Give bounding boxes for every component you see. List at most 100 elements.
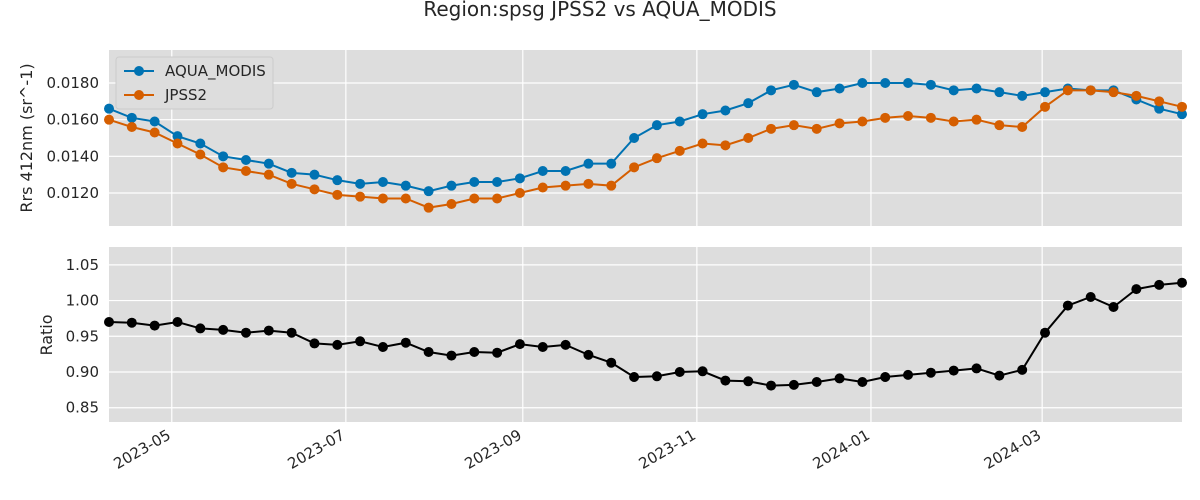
data-point-jpss2 [263, 169, 274, 180]
data-point-aqua-modis [1177, 109, 1187, 120]
data-point-aqua-modis [994, 87, 1005, 98]
data-point-aqua-modis [903, 78, 914, 88]
chart-title: Region:spsg JPSS2 vs AQUA_MODIS [423, 0, 776, 21]
bottom-y-tick-label: 1.05 [66, 256, 99, 274]
data-point-aqua-modis [286, 167, 297, 178]
data-point-aqua-modis [880, 78, 891, 88]
data-point-aqua-modis [400, 180, 411, 191]
data-point-ratio [629, 372, 640, 382]
data-point-aqua-modis [697, 109, 708, 120]
data-point-ratio [811, 377, 822, 387]
data-point-aqua-modis [583, 158, 594, 169]
data-point-jpss2 [697, 138, 708, 149]
data-point-aqua-modis [1017, 90, 1028, 101]
data-point-jpss2 [309, 184, 320, 195]
x-tick-label: 2023-07 [285, 426, 348, 473]
bottom-panel: 0.850.900.951.001.05 Ratio 2023-05 2023-0… [37, 247, 1187, 473]
data-point-jpss2 [971, 114, 982, 125]
data-point-ratio [1062, 300, 1073, 311]
data-point-jpss2 [651, 153, 662, 164]
top-y-tick-label: 0.0140 [47, 147, 100, 165]
data-point-ratio [743, 376, 754, 387]
data-point-aqua-modis [971, 83, 982, 94]
data-point-ratio [857, 377, 868, 387]
data-point-jpss2 [240, 166, 251, 176]
bottom-y-ticks: 0.85 0.90 0.95 1.00 1.05 [66, 256, 99, 417]
data-point-aqua-modis [606, 158, 617, 169]
data-point-ratio [925, 367, 936, 378]
data-point-aqua-modis [948, 85, 959, 96]
data-point-aqua-modis [355, 178, 366, 189]
data-point-aqua-modis [674, 116, 685, 127]
legend: AQUA_MODIS JPSS2 [115, 56, 274, 110]
data-point-jpss2 [766, 123, 777, 134]
bottom-grid [109, 247, 1182, 422]
data-point-ratio [651, 371, 662, 382]
data-point-aqua-modis [743, 98, 754, 109]
data-point-ratio [834, 373, 845, 384]
data-point-ratio [766, 380, 777, 391]
data-point-ratio [1040, 327, 1051, 338]
data-point-aqua-modis [651, 120, 662, 131]
data-point-ratio [560, 339, 571, 350]
data-point-ratio [195, 323, 206, 334]
data-point-ratio [104, 317, 114, 327]
data-point-ratio [423, 347, 434, 357]
data-point-jpss2 [994, 120, 1005, 131]
data-point-ratio [514, 339, 525, 350]
top-y-axis-label: Rrs 412nm (sr^-1) [17, 63, 36, 212]
data-point-jpss2 [446, 199, 457, 209]
legend-label-aqua: AQUA_MODIS [165, 62, 266, 81]
data-point-jpss2 [218, 162, 229, 173]
data-point-ratio [332, 339, 343, 350]
data-point-ratio [583, 349, 594, 360]
data-point-aqua-modis [104, 103, 114, 114]
data-point-aqua-modis [240, 155, 251, 165]
data-point-jpss2 [629, 162, 640, 173]
bottom-y-tick-label: 0.95 [66, 327, 99, 345]
data-point-ratio [903, 369, 914, 380]
data-point-aqua-modis [172, 131, 183, 142]
data-point-ratio [149, 320, 160, 331]
legend-marker-aqua [134, 66, 144, 76]
data-point-jpss2 [492, 193, 503, 204]
data-point-ratio [172, 317, 183, 327]
data-point-jpss2 [104, 114, 114, 125]
data-point-jpss2 [857, 116, 868, 127]
data-point-aqua-modis [1040, 87, 1051, 98]
data-point-aqua-modis [766, 85, 777, 96]
top-grid [109, 50, 1182, 226]
data-point-jpss2 [1062, 85, 1073, 96]
data-point-jpss2 [469, 193, 480, 204]
data-point-ratio [1108, 302, 1119, 312]
data-point-ratio [400, 337, 411, 348]
data-point-aqua-modis [195, 138, 206, 149]
data-point-jpss2 [1085, 85, 1096, 96]
data-point-aqua-modis [423, 186, 434, 197]
legend-label-jpss2: JPSS2 [164, 86, 207, 104]
data-point-jpss2 [1154, 96, 1165, 107]
data-point-ratio [309, 338, 320, 349]
top-y-tick-label: 0.0180 [47, 74, 100, 92]
top-y-tick-label: 0.0160 [47, 111, 100, 129]
legend-marker-jpss2 [134, 90, 144, 100]
data-point-jpss2 [925, 112, 936, 123]
data-point-jpss2 [1131, 90, 1142, 101]
data-point-aqua-modis [218, 151, 229, 162]
data-point-aqua-modis [469, 177, 480, 187]
bottom-y-axis-label: Ratio [37, 314, 56, 355]
top-panel: 0.0120 0.0140 0.0160 0.0180 Rrs 412nm (sr^-… [17, 50, 1187, 226]
data-point-aqua-modis [126, 112, 137, 123]
data-point-jpss2 [1108, 87, 1119, 98]
bottom-y-tick-label: 0.90 [66, 363, 99, 381]
data-point-ratio [994, 370, 1005, 381]
data-point-jpss2 [355, 191, 366, 202]
data-point-jpss2 [126, 122, 137, 132]
bottom-series [104, 277, 1187, 391]
top-y-tick-label: 0.0120 [47, 184, 100, 202]
data-point-ratio [880, 372, 891, 382]
data-point-ratio [286, 327, 297, 338]
x-tick-label: 2023-05 [110, 426, 173, 473]
bottom-y-tick-label: 0.85 [66, 399, 99, 417]
